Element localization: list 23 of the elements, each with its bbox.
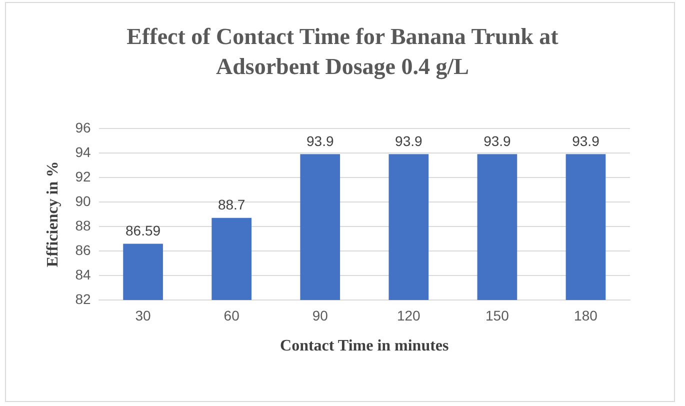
chart-title: Effect of Contact Time for Banana Trunk at Adsorbent Dosage 0.4 g/L (126, 23, 560, 82)
data-label: 93.9 (306, 133, 334, 149)
x-tick-label: 30 (135, 307, 152, 324)
data-label: 93.9 (484, 133, 512, 149)
y-tick-label: 86 (75, 242, 91, 258)
y-tick-label: 96 (75, 119, 91, 136)
x-axis-title: Contact Time in minutes (280, 338, 449, 355)
x-tick-label: 180 (574, 307, 598, 324)
y-tick-label: 84 (75, 266, 91, 282)
y-tick-label: 92 (75, 168, 91, 184)
data-label: 86.59 (126, 222, 161, 239)
data-label: 88.7 (218, 196, 246, 213)
data-label: 93.9 (572, 133, 600, 149)
y-axis-title: Efficiency in % (44, 161, 62, 268)
data-label: 93.9 (395, 133, 422, 149)
y-tick-label: 90 (75, 192, 91, 209)
x-tick-label: 90 (312, 307, 328, 324)
x-tick-label: 60 (224, 307, 240, 324)
y-tick-label: 94 (75, 144, 91, 160)
x-tick-label: 150 (486, 307, 510, 324)
y-tick-label: 88 (75, 217, 91, 234)
x-tick-label: 120 (396, 307, 421, 324)
y-tick-label: 82 (75, 290, 91, 307)
